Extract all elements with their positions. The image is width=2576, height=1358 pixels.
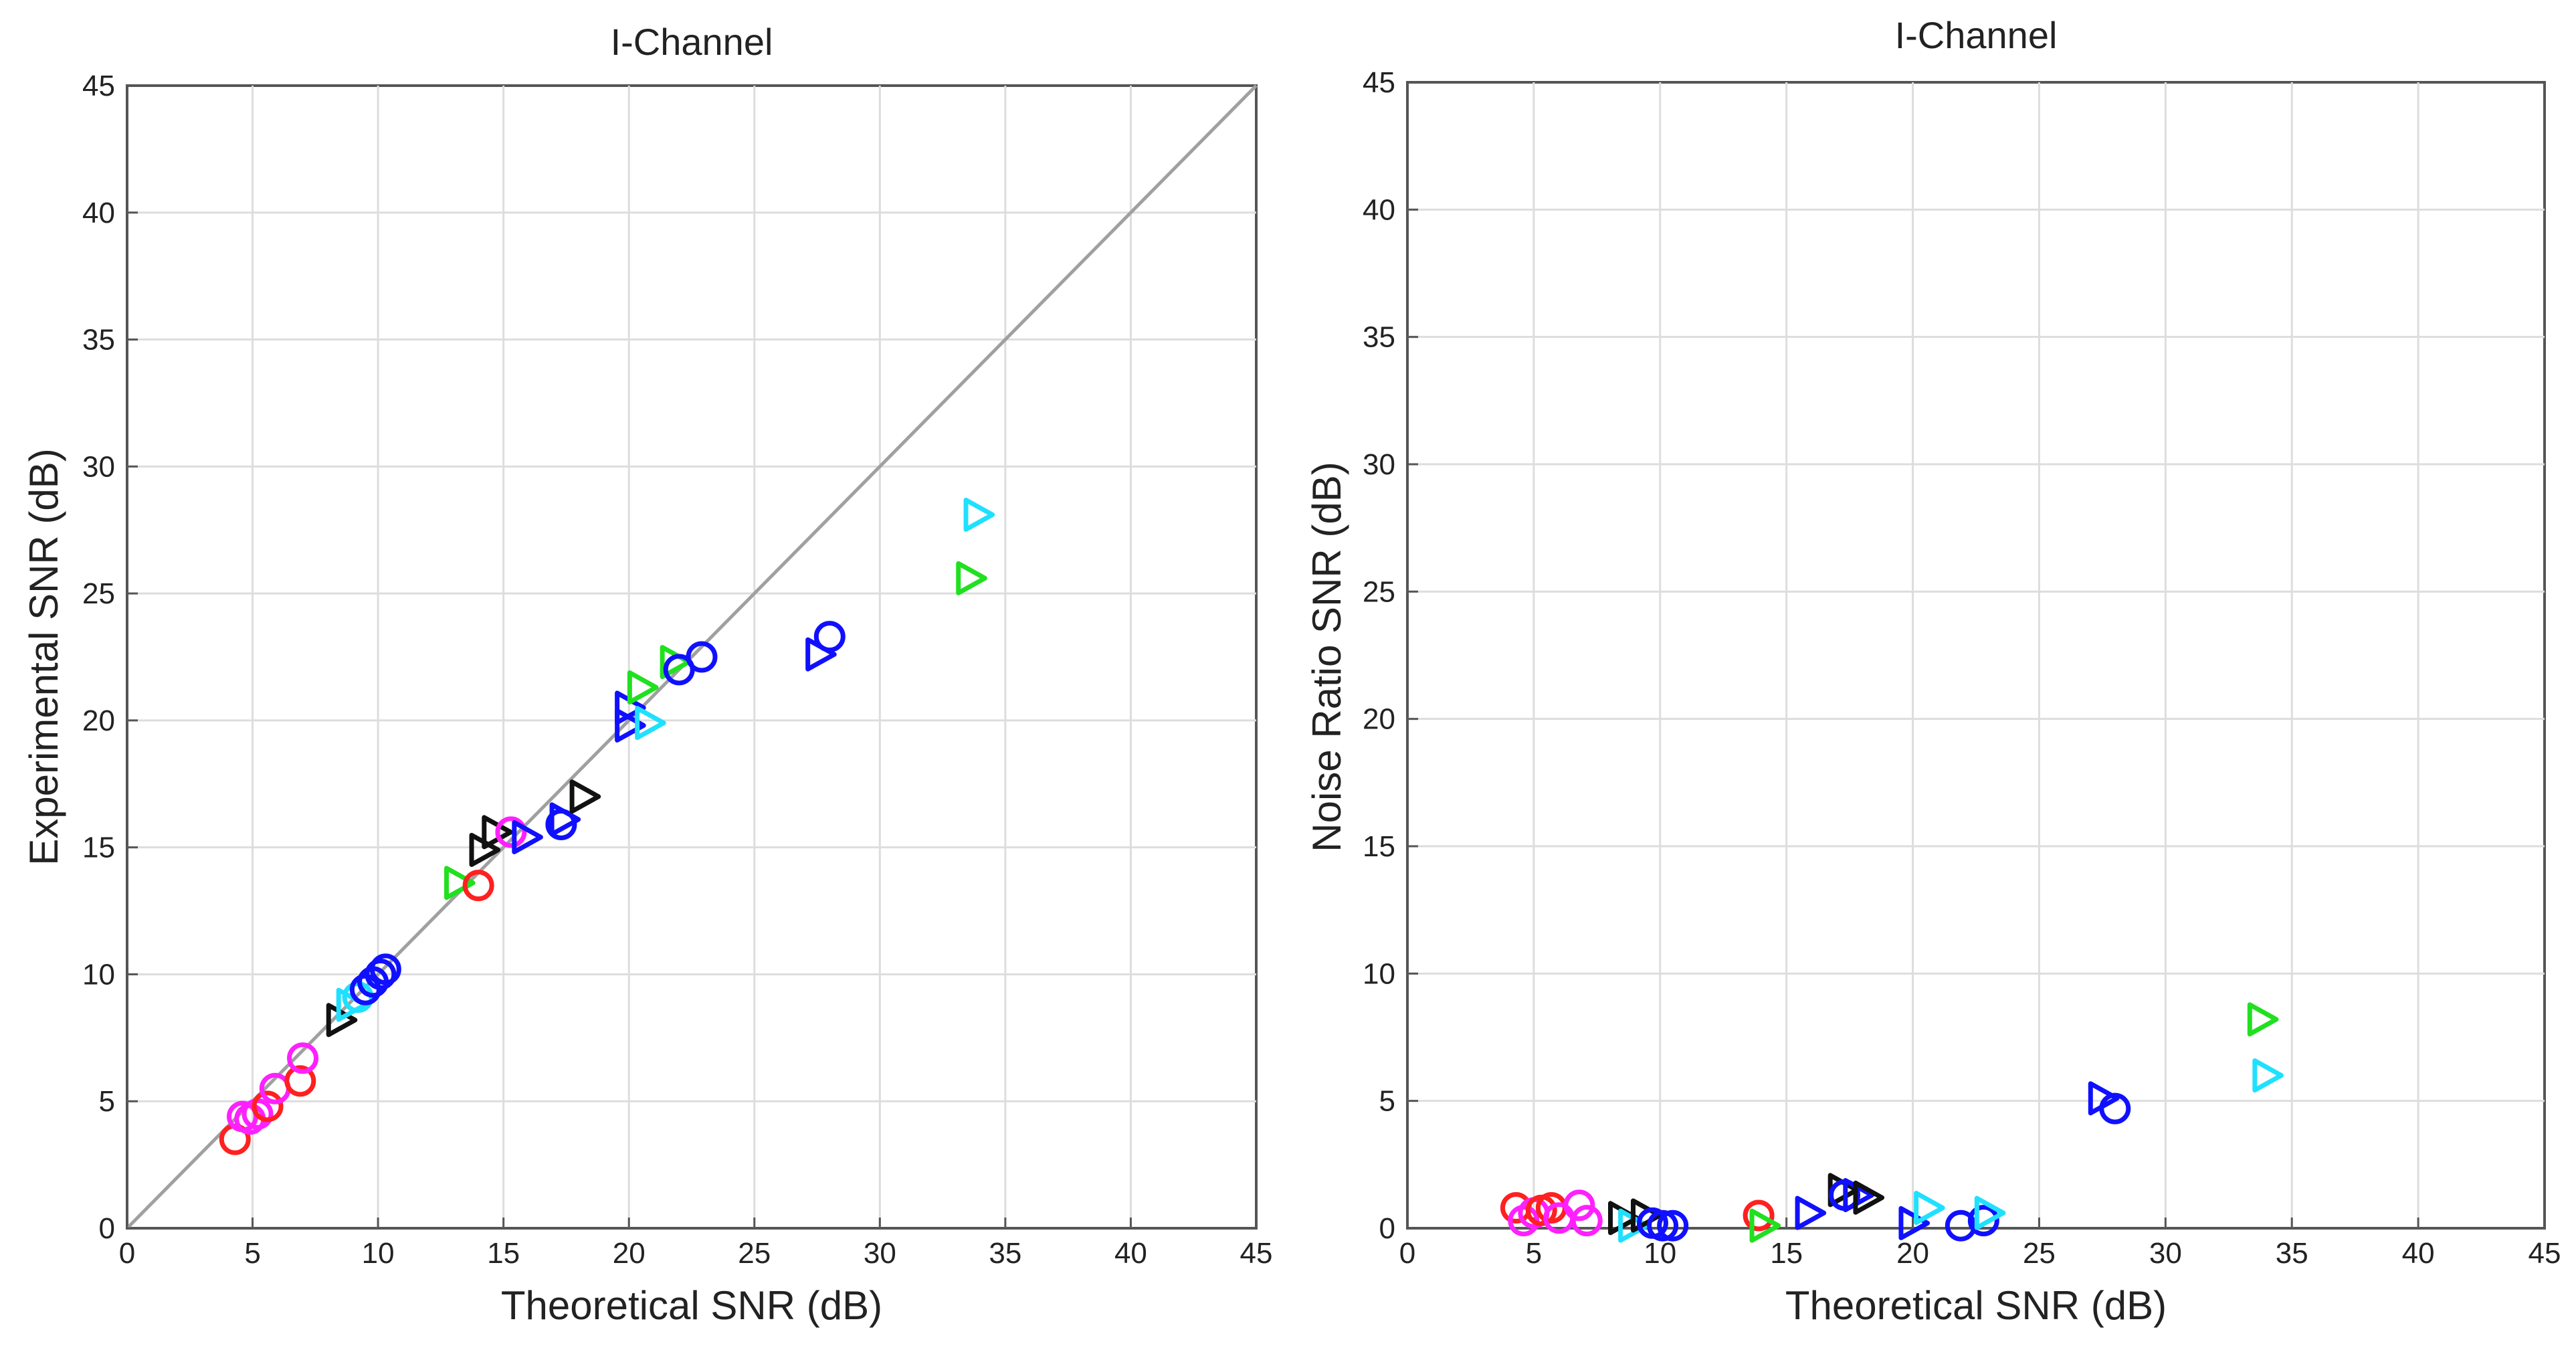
right-x-tick-label: 20 <box>1896 1237 1929 1270</box>
left-data-point-circle <box>252 1090 284 1123</box>
left-x-tick-label: 0 <box>119 1237 135 1270</box>
left-reference-line <box>126 84 1258 1230</box>
left-points <box>219 497 995 1155</box>
left-data-point-triangle <box>444 866 476 900</box>
left-data-point-circle <box>495 816 527 848</box>
right-data-point-circle <box>1657 1209 1689 1242</box>
left-chart: 0 5 10 15 20 25 30 35 40 45 0 5 10 15 20 25 30 35 40 45 I-… <box>21 21 1272 1328</box>
left-data-point-triangle <box>635 706 666 741</box>
right-y-tick-label: 30 <box>1363 448 1395 481</box>
right-data-point-triangle <box>1749 1208 1781 1243</box>
right-data-point-triangle <box>1974 1195 2006 1230</box>
right-y-tick-label: 35 <box>1363 321 1395 354</box>
right-data-point-circle <box>1647 1209 1679 1242</box>
right-data-point-triangle <box>1843 1178 1874 1213</box>
right-data-point-triangle <box>1853 1180 1885 1215</box>
right-y-tick-label: 15 <box>1363 830 1395 863</box>
left-y-tick-label: 30 <box>82 450 115 483</box>
left-data-point-triangle <box>512 819 543 854</box>
left-x-tick-label: 5 <box>244 1237 260 1270</box>
left-data-point-circle <box>365 958 397 990</box>
right-y-tick-label: 40 <box>1363 193 1395 226</box>
left-y-tick-label: 40 <box>82 197 115 229</box>
right-x-tick-label: 15 <box>1770 1237 1803 1270</box>
right-data-point-circle <box>1945 1209 1977 1242</box>
right-data-point-circle <box>1967 1205 1999 1237</box>
right-x-tick-label: 40 <box>2402 1237 2435 1270</box>
left-data-point-triangle <box>549 802 581 837</box>
left-y-ticks: 0 5 10 15 20 25 30 35 40 45 <box>82 70 138 1245</box>
left-y-tick-label: 35 <box>82 324 115 357</box>
left-y-tick-label: 45 <box>82 70 115 102</box>
left-y-tick-label: 0 <box>99 1212 115 1245</box>
right-x-ticks: 0 5 10 15 20 25 30 35 40 45 <box>1399 1218 2561 1270</box>
left-data-point-circle <box>813 621 846 653</box>
right-grid <box>1407 82 2545 1228</box>
left-y-tick-label: 10 <box>82 958 115 991</box>
right-y-tick-label: 45 <box>1363 66 1395 99</box>
left-data-point-triangle <box>615 708 646 743</box>
right-points <box>1500 1002 2284 1243</box>
right-data-point-triangle <box>1914 1191 1945 1226</box>
right-y-tick-label: 20 <box>1363 703 1395 736</box>
right-chart: 0 5 10 15 20 25 30 35 40 45 0 5 10 15 20 25 30 35 40 45 I-… <box>1304 14 2561 1328</box>
left-grid <box>127 86 1256 1228</box>
right-y-tick-label: 5 <box>1379 1085 1395 1118</box>
left-x-tick-label: 35 <box>989 1237 1021 1270</box>
left-data-point-circle <box>686 641 718 673</box>
left-x-tick-label: 15 <box>487 1237 520 1270</box>
right-data-point-triangle <box>1631 1198 1662 1233</box>
left-data-point-circle <box>369 953 401 985</box>
right-y-tick-label: 25 <box>1363 575 1395 608</box>
left-x-axis-label: Theoretical SNR (dB) <box>501 1283 882 1328</box>
right-data-point-triangle <box>2252 1058 2284 1093</box>
left-x-tick-label: 45 <box>1240 1237 1273 1270</box>
left-data-point-circle <box>287 1042 319 1074</box>
left-data-point-triangle <box>963 497 995 532</box>
left-chart-title: I-Channel <box>611 21 773 63</box>
right-x-tick-label: 25 <box>2023 1237 2056 1270</box>
left-x-tick-label: 10 <box>362 1237 395 1270</box>
left-x-tick-label: 20 <box>613 1237 646 1270</box>
left-y-tick-label: 15 <box>82 832 115 864</box>
right-data-point-triangle <box>1795 1195 1827 1230</box>
right-x-tick-label: 0 <box>1399 1237 1415 1270</box>
right-data-point-circle <box>1571 1205 1603 1237</box>
right-x-tick-label: 35 <box>2276 1237 2308 1270</box>
right-x-tick-label: 30 <box>2149 1237 2182 1270</box>
right-y-axis-label: Noise Ratio SNR (dB) <box>1304 462 1349 852</box>
right-plot-area <box>1406 81 2546 1230</box>
right-chart-title: I-Channel <box>1895 14 2058 56</box>
left-x-tick-label: 25 <box>738 1237 771 1270</box>
right-x-tick-label: 10 <box>1644 1237 1676 1270</box>
left-x-ticks: 0 5 10 15 20 25 30 35 40 45 <box>119 1218 1273 1270</box>
left-data-point-triangle <box>326 1003 358 1038</box>
left-data-point-triangle <box>627 670 659 705</box>
right-x-tick-label: 5 <box>1526 1237 1542 1270</box>
left-y-axis-label: Experimental SNR (dB) <box>21 448 66 866</box>
left-data-point-triangle <box>956 561 987 595</box>
right-data-point-circle <box>2099 1092 2131 1125</box>
left-y-tick-label: 5 <box>99 1085 115 1118</box>
right-x-tick-label: 45 <box>2529 1237 2561 1270</box>
left-y-tick-label: 20 <box>82 704 115 737</box>
right-data-point-circle <box>1743 1199 1775 1232</box>
right-x-axis-label: Theoretical SNR (dB) <box>1785 1283 2167 1328</box>
right-data-point-circle <box>1563 1189 1595 1222</box>
right-y-ticks: 0 5 10 15 20 25 30 35 40 45 <box>1363 66 1418 1245</box>
left-y-tick-label: 25 <box>82 577 115 610</box>
right-data-point-triangle <box>2247 1002 2279 1037</box>
right-y-tick-label: 10 <box>1363 957 1395 990</box>
left-x-tick-label: 30 <box>864 1237 896 1270</box>
left-identity-line <box>126 84 1258 1230</box>
left-x-tick-label: 40 <box>1114 1237 1147 1270</box>
right-y-tick-label: 0 <box>1379 1212 1395 1245</box>
left-data-point-triangle <box>569 779 601 814</box>
left-data-point-circle <box>462 870 494 902</box>
left-data-point-circle <box>284 1065 316 1097</box>
